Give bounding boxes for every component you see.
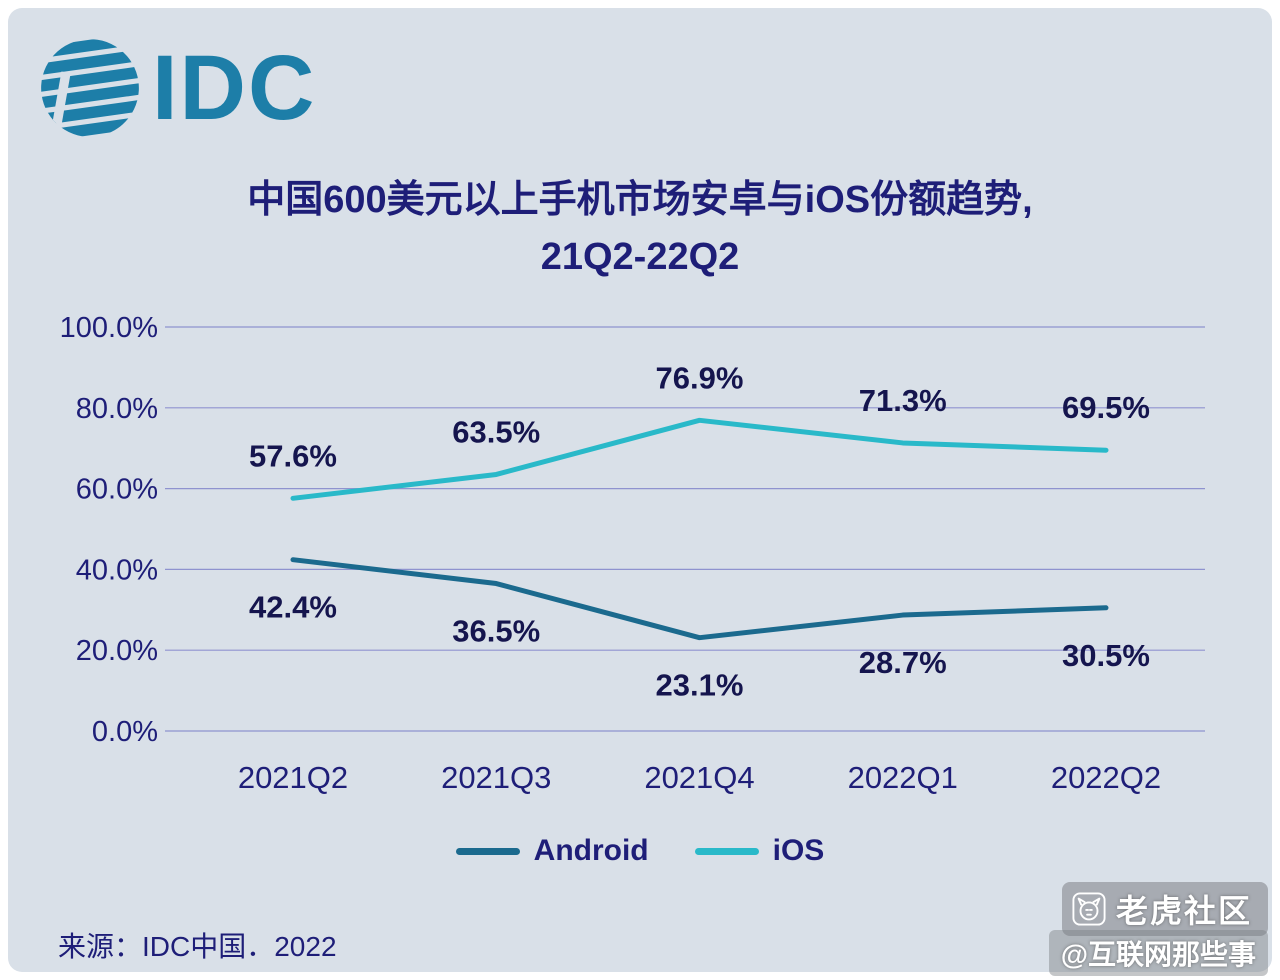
legend-swatch-android (455, 847, 520, 855)
y-tick-label: 60.0% (76, 474, 158, 506)
source-text: 来源：IDC中国．2022 (58, 931, 337, 962)
watermark-community-badge: 老虎社区 (1061, 882, 1268, 936)
idc-logo: IDC (38, 36, 316, 140)
value-label-android: 30.5% (1062, 638, 1150, 673)
y-tick-label: 80.0% (76, 393, 158, 425)
legend-item-android: Android (455, 834, 649, 868)
value-label-ios: 57.6% (249, 438, 337, 473)
value-label-ios: 63.5% (452, 414, 540, 449)
y-tick-label: 20.0% (76, 635, 158, 667)
trend-line-chart: 0.0% 20.0% 40.0% 60.0% 80.0% 100.0% 2021Q2 2021… (60, 312, 1205, 795)
watermark-community-text: 老虎社区 (1115, 893, 1252, 929)
idc-globe-icon (38, 36, 142, 140)
legend-label-ios: iOS (772, 834, 825, 867)
value-label-ios: 71.3% (859, 383, 947, 418)
y-tick-label: 0.0% (92, 716, 158, 748)
idc-logo-text: IDC (152, 37, 317, 139)
series-line-ios (290, 417, 1109, 501)
tiger-icon (1072, 892, 1106, 926)
watermark-handle-text: @互联网那些事 (1048, 930, 1268, 976)
legend-swatch-ios (694, 847, 759, 855)
page-background (8, 8, 1272, 972)
legend-item-ios: iOS (694, 834, 825, 868)
series-line-android (290, 557, 1109, 641)
value-label-android: 28.7% (859, 645, 947, 680)
y-tick-label: 40.0% (76, 554, 158, 586)
value-label-android: 23.1% (656, 668, 744, 703)
chart-legend: Android iOS (0, 834, 1280, 868)
chart-title-line1: 中国600美元以上手机市场安卓与iOS份额趋势, (247, 179, 1033, 221)
x-tick-label: 2021Q4 (644, 760, 754, 795)
x-tick-label: 2021Q3 (441, 760, 551, 795)
y-tick-label: 100.0% (60, 312, 158, 344)
value-label-ios: 69.5% (1062, 390, 1150, 425)
x-tick-label: 2022Q2 (1051, 760, 1161, 795)
x-tick-label: 2022Q1 (848, 760, 958, 795)
chart-title-line2: 21Q2-22Q2 (540, 236, 740, 278)
value-label-ios: 76.9% (656, 360, 744, 395)
x-tick-label: 2021Q2 (238, 760, 348, 795)
value-label-android: 42.4% (249, 590, 337, 625)
value-label-android: 36.5% (452, 614, 540, 649)
legend-label-android: Android (533, 834, 649, 867)
